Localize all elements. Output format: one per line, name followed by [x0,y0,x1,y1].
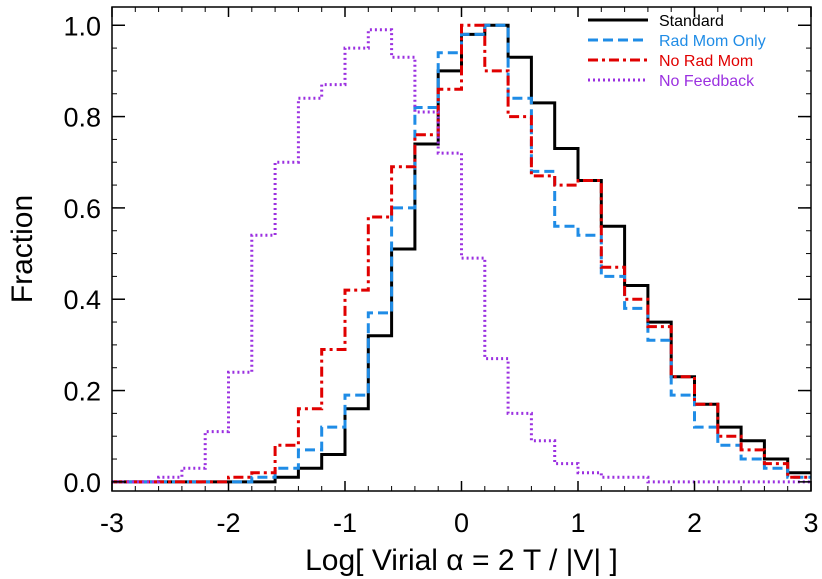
y-tick-label: 0.0 [63,468,101,498]
x-tick-label: 0 [454,508,469,538]
axis-ticks [111,7,812,491]
y-tick-label: 0.4 [63,285,101,315]
x-tick-label: 2 [687,508,702,538]
y-tick-label: 0.6 [63,194,101,224]
series-layer [112,23,811,484]
series-line-no-rad-mom [112,23,811,484]
legend-label: Rad Mom Only [659,33,766,50]
x-tick-label: 1 [570,508,585,538]
series-line-rad-mom-only [112,23,811,484]
y-tick-label: 1.0 [63,11,101,41]
legend-label: No Feedback [659,73,755,90]
y-axis-title: Fraction [6,195,39,303]
x-tick-label: -2 [216,508,240,538]
x-tick-label: 3 [803,508,818,538]
x-axis-title: Log[ Virial α = 2 T / |V| ] [305,544,618,577]
x-tick-label: -3 [100,508,124,538]
x-tick-labels: -3 -2 -1 0 1 2 3 [100,508,819,538]
series-line-no-feedback [112,28,811,484]
x-tick-label: -1 [333,508,357,538]
y-tick-label: 0.8 [63,103,101,133]
legend: Standard Rad Mom Only No Rad Mom No Feedbac… [588,13,766,90]
y-tick-labels: 0.0 0.2 0.4 0.6 0.8 1.0 [63,11,101,498]
legend-label: No Rad Mom [659,53,753,70]
y-tick-label: 0.2 [63,377,101,407]
legend-label: Standard [659,13,724,30]
